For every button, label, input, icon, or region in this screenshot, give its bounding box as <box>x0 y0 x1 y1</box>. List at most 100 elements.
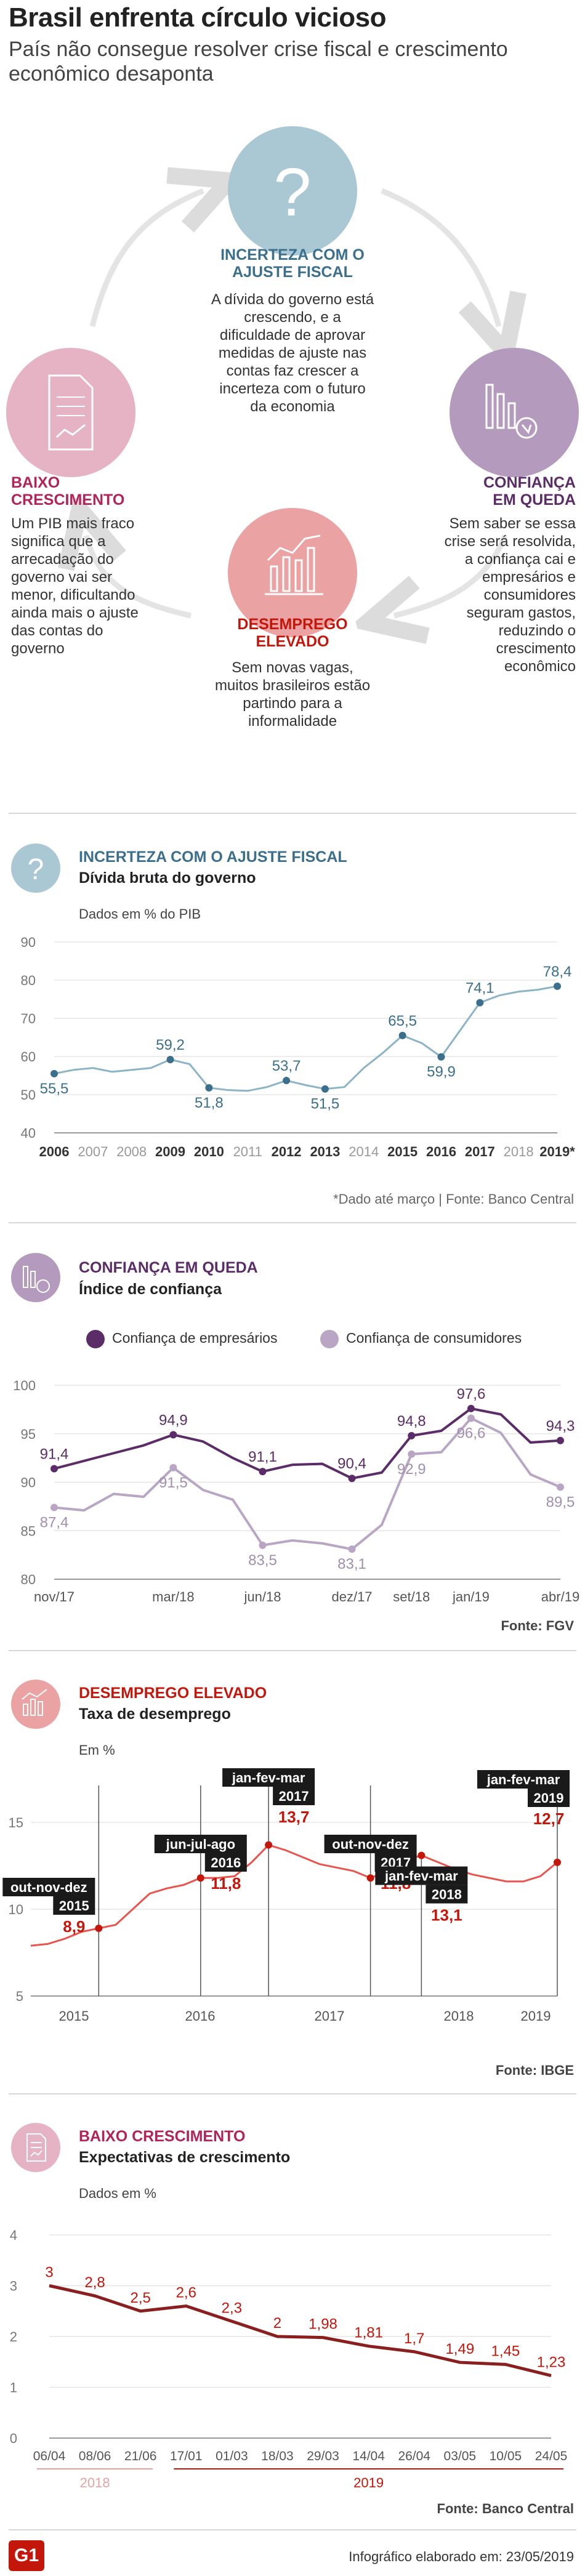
data-label: 91,1 <box>248 1449 277 1465</box>
x-tick-label: 18/03 <box>261 2449 294 2463</box>
data-point <box>554 982 561 990</box>
cycle-top-body: A dívida do governo está crescendo, e a … <box>211 291 374 415</box>
data-point <box>476 999 484 1007</box>
data-point <box>348 1545 356 1553</box>
data-label: 78,4 <box>543 964 572 980</box>
data-label: 90,4 <box>337 1455 366 1472</box>
data-label: 1,23 <box>537 2354 566 2371</box>
data-point <box>467 1404 475 1412</box>
data-point <box>265 1841 273 1849</box>
question-icon: ? <box>11 843 60 893</box>
page-subtitle: País não consegue resolver crise fiscal … <box>9 38 508 86</box>
x-tick-label: 2007 <box>78 1144 108 1159</box>
annotation-value: 8,9 <box>63 1917 85 1936</box>
x-tick-label: 24/05 <box>535 2449 568 2463</box>
x-tick-label: 03/05 <box>444 2449 477 2463</box>
data-point <box>50 1503 58 1511</box>
x-tick-label: 14/04 <box>352 2449 385 2463</box>
data-point <box>95 1925 103 1933</box>
annotation-year: 2018 <box>432 1887 462 1902</box>
data-point <box>408 1450 416 1458</box>
x-tick-label: 2018 <box>504 1144 534 1159</box>
y-tick-label: 40 <box>21 1125 36 1141</box>
data-label: 2,5 <box>130 2290 150 2306</box>
data-point <box>166 1055 174 1063</box>
x-tick-label: 2019 <box>521 2008 551 2024</box>
x-tick-label: 2017 <box>465 1144 495 1159</box>
annotation-period: jan-fev-mar <box>384 1869 458 1884</box>
data-label: 59,2 <box>156 1037 185 1053</box>
x-tick-label: 2008 <box>116 1144 147 1159</box>
growth-unit: Dados em % <box>79 2186 156 2201</box>
unemployment-unit: Em % <box>79 1742 115 1758</box>
data-label: 74,1 <box>466 980 494 997</box>
debt-line <box>54 985 558 1092</box>
x-tick-label: 2012 <box>272 1144 302 1159</box>
growth-section-subtitle: Expectativas de crescimento <box>79 2149 291 2166</box>
footer-credit: Infográfico elaborado em: 23/05/2019 <box>349 2549 574 2564</box>
x-tick-label: jan/19 <box>452 1589 490 1604</box>
x-tick-label: nov/17 <box>34 1589 75 1604</box>
data-label: 1,7 <box>404 2330 424 2347</box>
x-tick-label: 2015 <box>59 2008 89 2024</box>
data-point <box>366 1874 374 1882</box>
unemployment-line <box>30 1843 558 1947</box>
data-label: 2,3 <box>222 2300 242 2316</box>
data-point <box>259 1468 267 1476</box>
data-point <box>467 1414 475 1422</box>
y-tick-label: 85 <box>21 1523 36 1539</box>
y-tick-label: 90 <box>21 1475 36 1491</box>
annotation-year: 2015 <box>59 1898 89 1914</box>
x-tick-label: 17/01 <box>170 2449 203 2463</box>
debt-section-head: INCERTEZA COM O AJUSTE FISCAL <box>79 848 347 866</box>
consumers-line <box>54 1417 561 1551</box>
y-tick-label: 70 <box>21 1011 36 1026</box>
growth-chart: 0 1 2 3 4 06/04 08/06 21/06 17/01 01/03 18/03 29/03… <box>10 2228 568 2487</box>
confidence-source: Fonte: FGV <box>501 1618 574 1633</box>
x-tick-label: 2010 <box>194 1144 224 1159</box>
falling-chart-icon <box>450 348 579 477</box>
y-tick-label: 95 <box>21 1427 36 1442</box>
unemployment-section-head: DESEMPREGO ELEVADO <box>79 1684 267 1702</box>
annotation-period: jan-fev-mar <box>232 1770 305 1785</box>
x-tick-label: 26/04 <box>398 2449 430 2463</box>
data-label: 87,4 <box>40 1514 69 1531</box>
data-label: 51,5 <box>311 1096 340 1113</box>
data-label: 2,6 <box>176 2285 196 2301</box>
data-label: 55,5 <box>40 1081 69 1097</box>
y-tick-label: 80 <box>21 1572 36 1587</box>
annotation-period: jan-fev-mar <box>486 1772 560 1787</box>
annotation-year-box <box>273 1787 315 1805</box>
cycle-top-title: INCERTEZA COM O AJUSTE FISCAL <box>220 246 365 281</box>
data-label: 91,4 <box>40 1446 69 1462</box>
annotation-year: 2019 <box>534 1790 564 1806</box>
x-tick-label: 08/06 <box>79 2449 111 2463</box>
x-tick-label: 2019* <box>539 1144 575 1159</box>
data-label: 97,6 <box>457 1386 486 1403</box>
y-tick-label: 2 <box>10 2329 17 2345</box>
annotation-period-box <box>375 1866 468 1885</box>
growth-line <box>49 2284 552 2377</box>
y-tick-label: 4 <box>10 2228 17 2243</box>
annotation-period: out-nov-dez <box>10 1880 87 1895</box>
annotation-year: 2017 <box>279 1789 309 1804</box>
y-tick-label: 50 <box>21 1087 36 1103</box>
divider <box>9 2093 576 2095</box>
arrow-right-to-bottom <box>394 534 508 616</box>
x-tick-label: 2018 <box>444 2008 474 2024</box>
data-label: 94,3 <box>546 1418 575 1435</box>
x-tick-label: 2009 <box>155 1144 185 1159</box>
year-label: 2019 <box>353 2475 384 2487</box>
y-tick-label: 90 <box>21 935 36 950</box>
arrow-left-to-top <box>89 191 203 328</box>
y-tick-label: 15 <box>9 1815 23 1830</box>
x-tick-label: 10/05 <box>490 2449 522 2463</box>
annotation-year-box <box>426 1885 468 1904</box>
y-tick-label: 100 <box>13 1378 36 1393</box>
arrow-top-to-right <box>381 188 499 326</box>
data-point <box>398 1031 406 1039</box>
data-label: 53,7 <box>272 1058 301 1074</box>
data-label: 1,45 <box>491 2343 520 2359</box>
x-tick-label: 2016 <box>185 2008 216 2024</box>
data-point <box>348 1475 356 1483</box>
